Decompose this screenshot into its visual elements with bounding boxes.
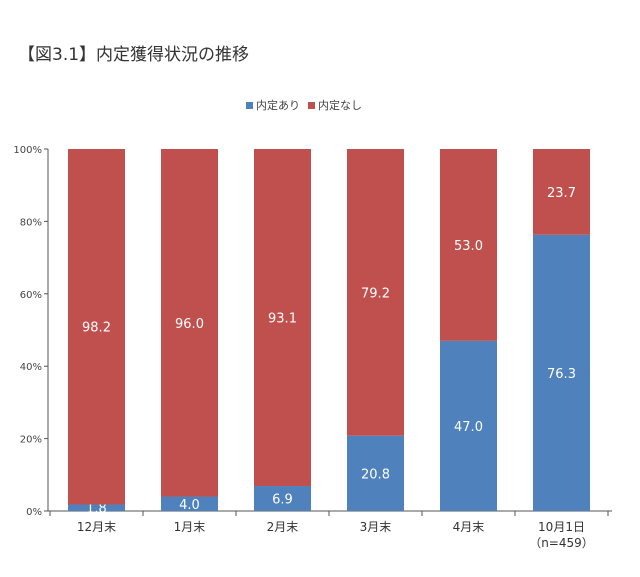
data-label-naitei-ari: 76.3 (547, 367, 576, 382)
y-tick-label: 80% (20, 217, 42, 228)
data-label-naitei-nashi: 98.2 (82, 321, 111, 336)
data-label-naitei-ari: 1.8 (86, 502, 107, 517)
x-category-label: 10月1日 (538, 520, 585, 534)
bar-naitei-ari (68, 504, 125, 511)
data-label-naitei-ari: 4.0 (179, 498, 200, 513)
legend-item-naitei-nashi: 内定なし (308, 97, 362, 113)
y-tick-label: 0% (26, 507, 42, 518)
bar-naitei-nashi (161, 149, 218, 497)
data-label-naitei-ari: 20.8 (361, 467, 390, 482)
y-tick-label: 40% (20, 362, 42, 373)
data-label-naitei-nashi: 79.2 (361, 286, 390, 301)
legend-item-naitei-ari: 内定あり (246, 97, 300, 113)
x-category-label: 1月末 (174, 520, 206, 534)
chart-legend: 内定あり 内定なし (246, 97, 366, 113)
bar-naitei-nashi (347, 149, 404, 436)
x-category-label: 3月末 (360, 520, 392, 534)
data-label-naitei-ari: 47.0 (454, 420, 483, 435)
data-label-naitei-nashi: 93.1 (268, 312, 297, 327)
data-label-naitei-nashi: 96.0 (175, 317, 204, 332)
legend-label-naitei-nashi: 内定なし (318, 99, 362, 112)
data-label-naitei-nashi: 23.7 (547, 186, 576, 201)
x-category-label: 12月末 (77, 520, 116, 534)
bar-naitei-ari (254, 486, 311, 511)
bar-naitei-ari (533, 234, 590, 511)
chart-title: 【図3.1】内定獲得状況の推移 (18, 45, 250, 65)
data-label-naitei-ari: 6.9 (272, 493, 293, 508)
y-tick-label: 60% (20, 290, 42, 301)
legend-label-naitei-ari: 内定あり (256, 99, 300, 112)
legend-swatch-naitei-ari (246, 101, 253, 109)
bar-naitei-ari (347, 435, 404, 511)
bar-naitei-ari (161, 496, 218, 511)
data-label-naitei-nashi: 53.0 (454, 239, 483, 254)
x-category-label: 2月末 (267, 520, 299, 534)
y-tick-label: 100% (13, 145, 42, 156)
bar-naitei-nashi (533, 149, 590, 235)
bar-naitei-ari (440, 340, 497, 511)
bar-naitei-nashi (68, 149, 125, 505)
bar-naitei-nashi (254, 149, 311, 487)
bar-naitei-nashi (440, 149, 497, 341)
x-category-sublabel: （n=459） (529, 536, 594, 550)
y-tick-label: 20% (20, 435, 42, 446)
x-category-label: 4月末 (453, 520, 485, 534)
legend-swatch-naitei-nashi (308, 101, 315, 109)
